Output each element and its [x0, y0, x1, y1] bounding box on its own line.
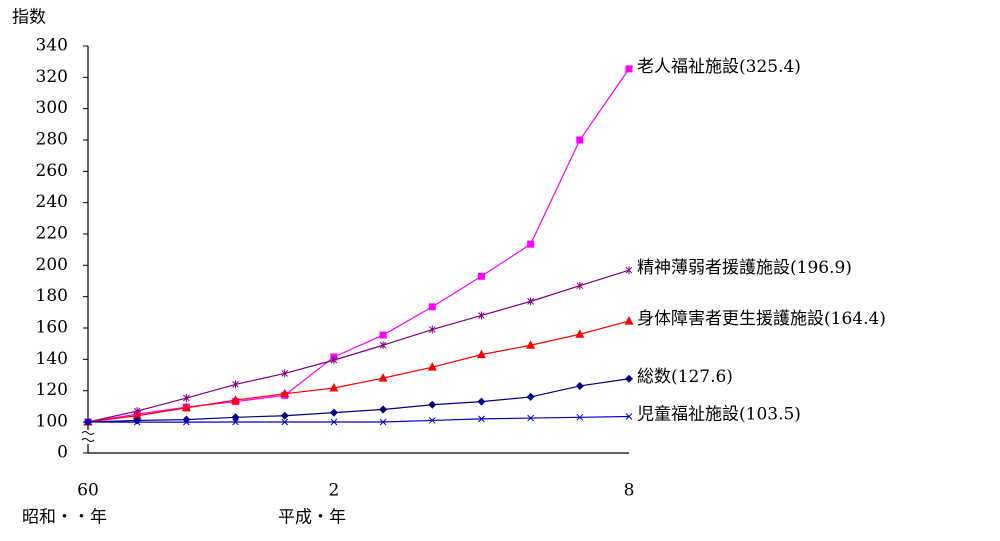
x-era-label: 平成・年: [278, 508, 346, 528]
marker: [183, 394, 190, 403]
series-name: 精神薄弱者援護施設: [637, 258, 790, 278]
marker: [231, 413, 240, 422]
marker: [379, 405, 388, 414]
marker: [526, 392, 535, 401]
y-tick-label: 300: [36, 98, 68, 118]
marker: [576, 281, 584, 290]
marker: [428, 325, 436, 334]
series-name: 総数: [637, 366, 671, 386]
series-line: [87, 68, 630, 423]
marker: [329, 383, 339, 392]
marker: [625, 266, 633, 275]
marker: [478, 311, 485, 320]
y-tick-label: 0: [57, 443, 68, 463]
axis-break: [81, 431, 95, 442]
marker: [181, 402, 191, 412]
marker: [379, 418, 387, 426]
marker: [576, 413, 584, 421]
y-tick-label: 220: [36, 224, 68, 244]
marker: [231, 395, 241, 404]
series-line: [87, 320, 630, 423]
marker: [232, 418, 239, 426]
marker: [625, 65, 633, 73]
y-tick-label: 140: [36, 349, 68, 369]
marker: [527, 297, 534, 306]
marker: [183, 418, 190, 426]
y-tick-label: 260: [36, 161, 68, 181]
marker: [576, 136, 584, 144]
series-label: 身体障害者更生援護施設(164.4): [637, 309, 886, 329]
marker: [428, 303, 436, 311]
marker: [330, 356, 338, 365]
axis-break-gap: [82, 430, 94, 444]
series-end-label: (103.5): [739, 404, 801, 424]
marker: [330, 418, 338, 426]
series-label: 児童福祉施設(103.5): [637, 404, 801, 424]
series-end-label: (164.4): [824, 309, 886, 329]
series-end-label: (196.9): [790, 258, 852, 278]
series-label: 老人福祉施設(325.4): [637, 56, 801, 76]
marker: [526, 340, 536, 349]
marker: [625, 413, 633, 420]
y-axis-title: 指数: [12, 8, 46, 28]
marker: [478, 415, 485, 423]
marker: [477, 272, 485, 280]
marker: [575, 381, 584, 390]
series-name: 児童福祉施設: [637, 404, 739, 424]
marker: [624, 316, 634, 325]
y-tick-label: 180: [36, 286, 68, 306]
marker: [527, 240, 535, 248]
marker: [280, 411, 289, 420]
y-tick-label: 320: [36, 67, 68, 87]
marker: [329, 408, 338, 417]
marker: [84, 418, 92, 426]
y-tick-label: 280: [36, 130, 68, 150]
x-era-label: 昭和・・年: [22, 508, 107, 528]
y-tick-label: 340: [36, 36, 68, 56]
x-tick-label: 60: [77, 481, 99, 501]
series-end-label: (127.6): [671, 366, 733, 386]
marker: [132, 410, 142, 420]
marker: [477, 397, 486, 406]
marker: [281, 418, 289, 426]
marker: [428, 400, 437, 409]
x-tick-label: 2: [328, 481, 339, 501]
y-tick-label: 160: [36, 318, 68, 338]
marker: [428, 417, 436, 424]
marker: [379, 331, 387, 339]
marker: [280, 388, 290, 398]
marker: [575, 329, 585, 338]
y-tick-label: 200: [36, 255, 68, 275]
marker: [527, 414, 534, 422]
marker: [427, 362, 437, 371]
series-line: [87, 415, 630, 423]
series-name: 老人福祉施設: [637, 56, 739, 76]
marker: [378, 373, 388, 382]
y-tick-label: 100: [36, 412, 68, 432]
marker: [625, 374, 633, 383]
series-line: [87, 269, 630, 423]
marker: [476, 349, 486, 359]
x-tick-label: 8: [624, 481, 635, 501]
y-tick-label: 120: [36, 380, 68, 400]
marker: [281, 369, 289, 378]
series-label: 総数(127.6): [637, 366, 733, 386]
y-tick-label: 240: [36, 192, 68, 212]
series-name: 身体障害者更生援護施設: [637, 309, 824, 329]
marker: [379, 341, 387, 350]
marker: [133, 418, 141, 426]
series-label: 精神薄弱者援護施設(196.9): [637, 258, 852, 278]
series-end-label: (325.4): [739, 56, 801, 76]
series-line: [87, 378, 630, 423]
marker: [232, 380, 239, 389]
